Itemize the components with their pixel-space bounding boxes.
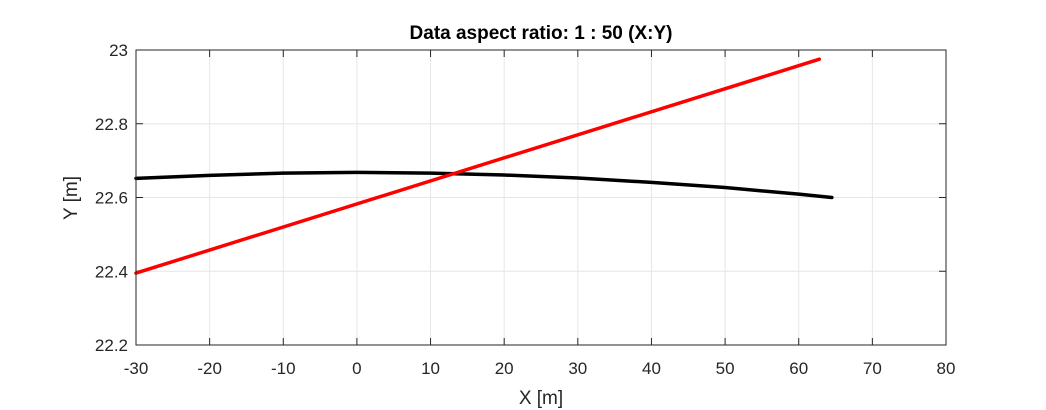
series-line-1 [134,170,834,200]
x-tick-label: 60 [789,359,808,378]
x-tick-label: 70 [863,359,882,378]
x-tick-label: 40 [642,359,661,378]
y-tick-label: 22.2 [95,336,128,355]
x-tick-label: 20 [495,359,514,378]
x-tick-label: 80 [937,359,956,378]
plot-area-border [135,49,947,346]
y-tick-label: 23 [109,41,128,60]
x-tick-label: 30 [568,359,587,378]
y-axis-label: Y [m] [61,176,82,220]
series-line-2 [134,57,822,275]
y-tick-label: 22.8 [95,115,128,134]
y-tick-labels: 22.2 22.4 22.6 22.8 23 [95,41,128,355]
x-tick-labels: -30 -20 -10 0 10 20 30 40 50 60 70 80 [124,359,956,378]
x-axis-label: X [m] [519,388,563,409]
x-tick-label: -30 [124,359,149,378]
y-tick-label: 22.4 [95,262,128,281]
x-tick-label: -10 [271,359,296,378]
chart-title: Data aspect ratio: 1 : 50 (X:Y) [410,23,673,44]
x-tick-label: 0 [352,359,361,378]
x-tick-label: 10 [421,359,440,378]
series-lines [134,57,834,275]
x-tick-label: -20 [197,359,222,378]
x-tick-label: 50 [716,359,735,378]
y-tick-label: 22.6 [95,189,128,208]
